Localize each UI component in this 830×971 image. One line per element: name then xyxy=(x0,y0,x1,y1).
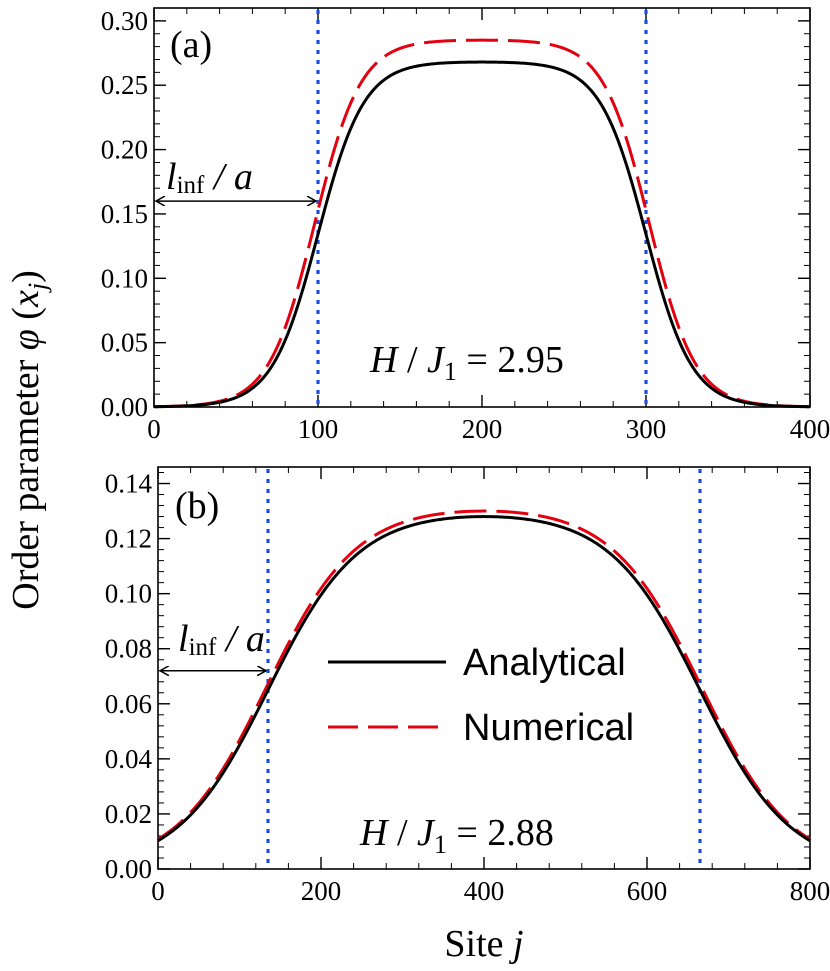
panel-a-ytick-label: 0.30 xyxy=(101,6,148,36)
panel-a-label: (a) xyxy=(170,24,212,66)
panel-a-ytick-label: 0.20 xyxy=(101,135,148,165)
panel-a-ticks: 0.00 0.05 0.10 0.15 0.20 0.25 0.30 0 100 200 300 40… xyxy=(101,6,830,444)
panel-a-xtick-label: 0 xyxy=(147,414,161,444)
panel-a: 0.00 0.05 0.10 0.15 0.20 0.25 0.30 0 100 200 300 40… xyxy=(101,6,830,444)
panel-b-vlines xyxy=(266,469,702,867)
panel-a-xtick-label: 200 xyxy=(462,414,503,444)
panel-b-ytick-label: 0.14 xyxy=(105,469,153,499)
panel-b-ytick-label: 0.12 xyxy=(105,524,152,554)
panel-b-ticks: 0.00 0.02 0.04 0.06 0.08 0.10 0.12 0.14 0 200 400 6… xyxy=(105,467,830,906)
panel-b-field-label: H / J1 = 2.88 xyxy=(359,812,554,859)
panel-a-xtick-label: 400 xyxy=(790,414,830,444)
y-axis-title: Order parameter φ (xj) xyxy=(5,270,52,609)
panel-a-field-label: H / J1 = 2.95 xyxy=(369,339,564,386)
panel-b-ytick-label: 0.10 xyxy=(105,579,152,609)
panel-b-curve-numerical xyxy=(157,509,811,841)
panel-b-ytick-label: 0.08 xyxy=(105,634,152,664)
panel-b-xtick-label: 600 xyxy=(627,876,668,906)
panel-b-xtick-label: 800 xyxy=(790,876,830,906)
panel-a-curve-analytical xyxy=(153,60,811,409)
panel-a-xtick-label: 300 xyxy=(626,414,667,444)
legend: Analytical Numerical xyxy=(328,642,634,749)
panel-b-xtick-label: 400 xyxy=(464,876,505,906)
panel-b-label: (b) xyxy=(175,485,219,527)
panel-a-ytick-label: 0.10 xyxy=(101,263,148,293)
legend-label-numerical: Numerical xyxy=(463,707,634,749)
panel-b-xtick-label: 0 xyxy=(151,876,165,906)
panel-b-ytick-label: 0.00 xyxy=(105,854,152,884)
panel-a-ytick-label: 0.25 xyxy=(101,70,148,100)
x-axis-title: Site j xyxy=(444,923,523,965)
legend-label-analytical: Analytical xyxy=(463,642,626,684)
panel-a-series xyxy=(153,38,811,409)
panel-b-ytick-label: 0.04 xyxy=(105,744,153,774)
panel-a-curve-numerical xyxy=(153,38,811,409)
panel-b-ytick-label: 0.06 xyxy=(105,689,152,719)
panel-b-ytick-label: 0.02 xyxy=(105,799,152,829)
panel-a-ytick-label: 0.05 xyxy=(101,328,148,358)
panel-b-xtick-label: 200 xyxy=(301,876,342,906)
panel-a-width-label: linf / a xyxy=(166,156,253,199)
panel-a-ytick-label: 0.15 xyxy=(101,199,148,229)
panel-a-xtick-label: 100 xyxy=(298,414,339,444)
panel-b: 0.00 0.02 0.04 0.06 0.08 0.10 0.12 0.14 0 200 400 6… xyxy=(105,466,830,906)
panel-b-width-label: linf / a xyxy=(178,618,265,661)
panel-a-ytick-label: 0.00 xyxy=(101,392,148,422)
panel-b-curve-analytical xyxy=(157,515,811,842)
panel-b-series xyxy=(157,509,811,842)
